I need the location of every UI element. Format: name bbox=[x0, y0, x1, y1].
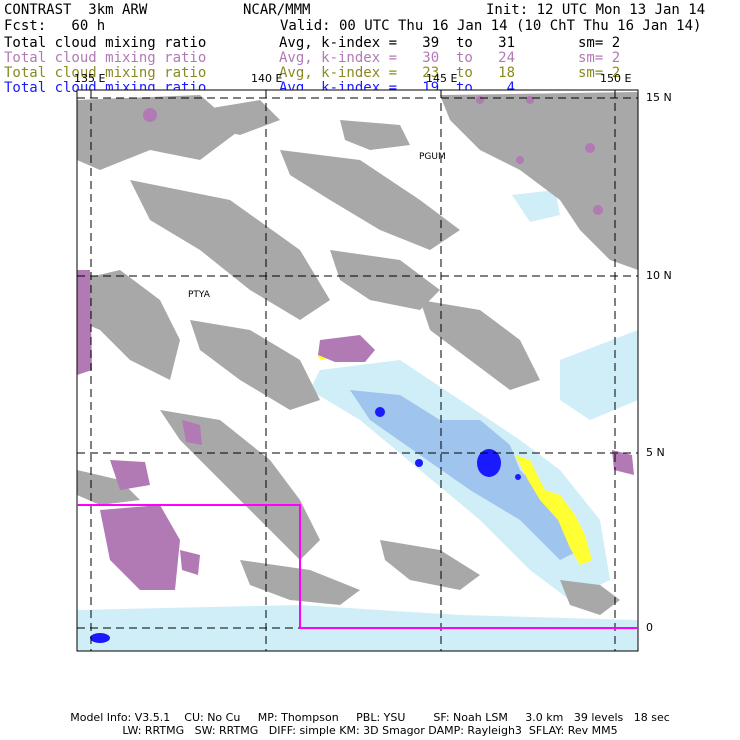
station-ptya: PTYA bbox=[188, 290, 210, 300]
lon-label-140e: 140 E bbox=[251, 72, 283, 85]
field-smooth-1: sm= 2 bbox=[578, 35, 621, 51]
field-name-2: Total cloud mixing ratio bbox=[4, 50, 207, 66]
map-frame bbox=[76, 89, 639, 652]
lon-label-135e: 135 E bbox=[74, 72, 106, 85]
nested-domain-box bbox=[77, 504, 638, 629]
deep-blue-cores bbox=[90, 407, 521, 643]
violet-cloud bbox=[77, 96, 634, 590]
station-pgum: PGUM bbox=[419, 152, 446, 162]
field-range-1: Avg, k-index = 39 to 31 bbox=[279, 35, 516, 51]
field-smooth-2: sm= 2 bbox=[578, 50, 621, 66]
forecast-hour: Fcst: 60 h bbox=[4, 18, 106, 34]
org-title: NCAR/MMM bbox=[243, 2, 311, 18]
lat-label-5n: 5 N bbox=[646, 446, 665, 459]
field-range-2: Avg, k-index = 30 to 24 bbox=[279, 50, 516, 66]
model-info-line1: Model Info: V3.5.1 CU: No Cu MP: Thompso… bbox=[70, 711, 670, 724]
field-range-3: Avg, k-index = 23 to 18 bbox=[279, 65, 516, 81]
field-name-1: Total cloud mixing ratio bbox=[4, 35, 207, 51]
gray-cloud bbox=[77, 92, 638, 615]
valid-time: Valid: 00 UTC Thu 16 Jan 14 (10 ChT Thu … bbox=[280, 18, 702, 34]
model-title: CONTRAST 3km ARW bbox=[4, 2, 148, 18]
lon-label-150e: 150 E bbox=[600, 72, 632, 85]
init-time: Init: 12 UTC Mon 13 Jan 14 bbox=[486, 2, 706, 18]
field-name-3: Total cloud mixing ratio bbox=[4, 65, 207, 81]
lat-label-15n: 15 N bbox=[646, 91, 672, 104]
lat-label-0: 0 bbox=[646, 621, 653, 634]
cloud-fields bbox=[77, 92, 638, 651]
field-smooth-3: sm= 2 bbox=[578, 65, 621, 81]
model-info-line2: LW: RRTMG SW: RRTMG DIFF: simple KM: 3D … bbox=[122, 724, 618, 737]
lon-label-145e: 145 E bbox=[426, 72, 458, 85]
lat-label-10n: 10 N bbox=[646, 269, 672, 282]
